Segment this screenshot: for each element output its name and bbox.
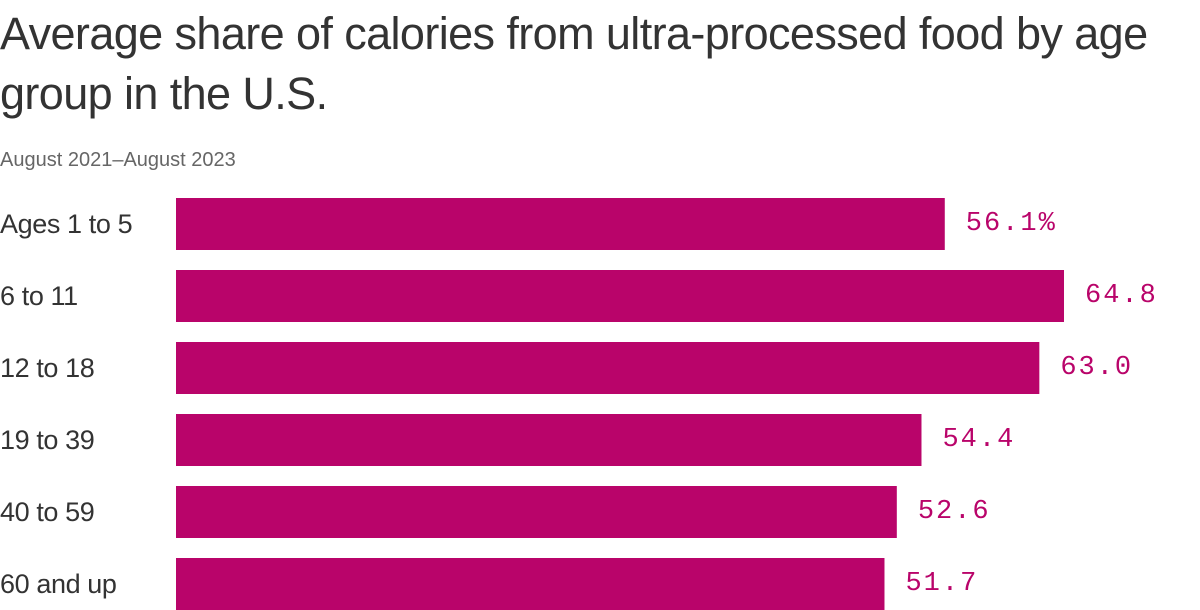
category-label: Ages 1 to 5 [0,209,132,239]
category-label: 6 to 11 [0,281,78,311]
value-label: 52.6 [918,497,991,527]
category-label: 12 to 18 [0,353,94,383]
bar [176,270,1064,322]
bar [176,342,1040,394]
bar [176,414,922,466]
category-label: 60 and up [0,569,117,599]
bars-group: Ages 1 to 5 56.1%6 to 11 64.812 to 18 63.01… [0,198,1158,610]
value-label: 54.4 [942,425,1015,455]
bar [176,558,885,610]
bar [176,486,897,538]
chart-subtitle: August 2021–August 2023 [0,149,236,171]
category-label: 40 to 59 [0,497,94,527]
bar-row: 6 to 11 64.8 [0,270,1158,322]
chart-title: Average share of calories from ultra-pro… [0,8,1148,119]
bar-row: 12 to 18 63.0 [0,342,1133,394]
value-label: 63.0 [1060,353,1133,383]
category-label: 19 to 39 [0,425,94,455]
bar-row: Ages 1 to 5 56.1% [0,198,1057,250]
bar-row: 40 to 59 52.6 [0,486,991,538]
value-label: 56.1% [966,209,1057,239]
bar-row: 60 and up 51.7 [0,558,978,610]
value-label: 51.7 [905,569,978,599]
bar [176,198,945,250]
bar-row: 19 to 39 54.4 [0,414,1015,466]
value-label: 64.8 [1085,281,1158,311]
